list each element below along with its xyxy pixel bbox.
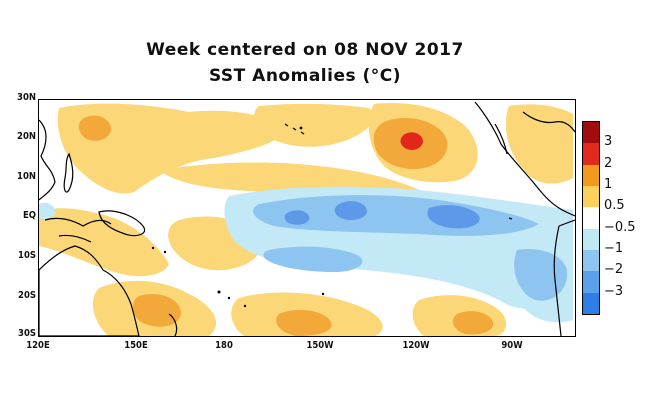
colorbar-label: −1 [604,241,624,256]
warm-orange-south-central [276,309,332,336]
cool-strong-patch-2 [427,205,480,229]
colorbar-label: 2 [604,155,613,171]
australia-outline [39,245,140,336]
warm-orange-north-west [78,115,111,141]
colorbar-segment [583,164,599,186]
colorbar-label: −2 [604,262,624,278]
warm-region-far-east [505,104,573,184]
warm-red-north-east [400,132,423,150]
map-title: Week centered on 08 NOV 2017 [146,40,464,60]
warm-region-north-central [254,103,374,147]
warm-region-west-equatorial [39,208,169,277]
lat-label-10s: 10S [18,250,36,261]
colorbar-segment [583,292,599,314]
north-america-coastline [474,101,575,217]
lon-label-150e: 150E [124,340,148,351]
sst-anomaly-map [38,99,576,337]
colorbar-segment [583,271,599,293]
colorbar-segment [583,143,599,165]
warm-orange-south-west [132,293,181,327]
lat-label-30s: 30S [18,328,36,339]
lon-label-120e: 120E [26,340,50,351]
colorbar-segment [583,250,599,272]
map-subtitle: SST Anomalies (°C) [208,66,402,86]
hawaii-islands [284,123,305,135]
lat-label-30n: 30N [17,92,36,103]
colorbar-label: 1 [604,177,613,192]
lon-label-90w: 90W [501,340,523,351]
coastlines [39,101,575,336]
lat-label-eq: EQ [22,210,36,221]
new-zealand-outline [168,313,178,336]
colorbar-label: 3 [604,134,613,150]
lat-label-20n: 20N [17,131,36,142]
colorbar-label: 0.5 [604,198,625,214]
lat-label-10n: 10N [17,171,36,182]
warm-region-north-west [57,103,290,194]
lon-label-180: 180 [215,340,233,351]
galapagos-islands [508,217,513,220]
lon-label-120w: 120W [402,340,430,351]
asia-coastline [39,119,56,201]
new-guinea-outline [98,210,146,237]
baja-california-outline [494,123,508,155]
lon-label-150w: 150W [306,340,334,351]
colorbar-label: −3 [604,283,624,299]
colorbar-segment [583,207,599,229]
cool-medium-south-central [263,246,363,272]
colorbar-segment [583,228,599,250]
cool-strong-patch-1 [334,201,367,220]
colorbar [582,121,600,315]
south-america-coastline [553,219,575,336]
philippines-outline [63,152,74,193]
central-america-gulf [522,111,575,133]
colorbar-segment [583,186,599,208]
cool-region-west-equator [39,202,56,220]
colorbar-segment [583,122,599,144]
colorbar-label: −0.5 [604,219,636,235]
cool-strong-regions [284,201,480,229]
warm-strong-regions [400,132,423,150]
lat-label-20s: 20S [18,290,36,301]
islands [151,126,325,308]
warm-orange-south-east [452,311,494,335]
cool-strong-patch-3 [284,210,310,225]
